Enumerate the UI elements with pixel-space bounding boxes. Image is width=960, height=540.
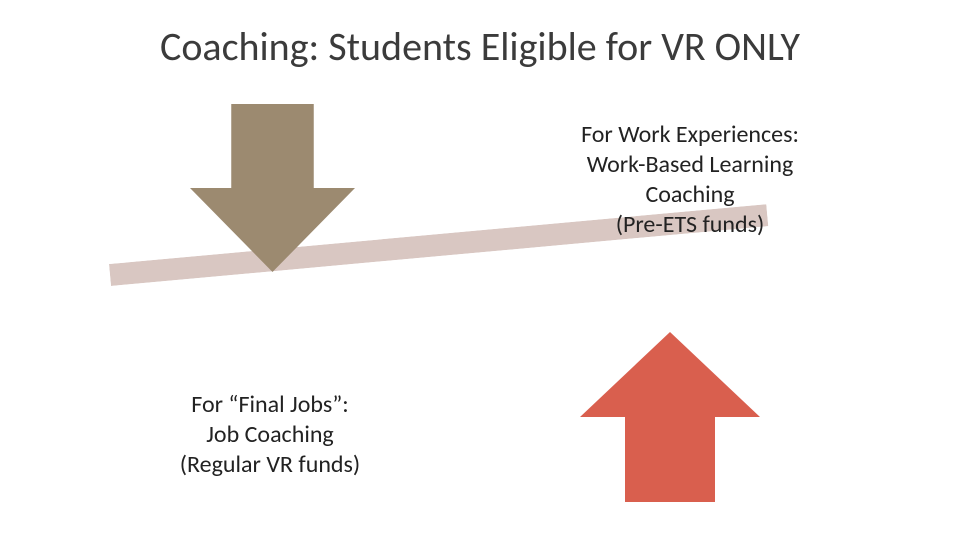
- slide: Coaching: Students Eligible for VR ONLY …: [0, 0, 960, 540]
- arrow-up-icon: [580, 332, 760, 502]
- text-line: For Work Experiences:: [520, 120, 860, 150]
- text-final-jobs: For “Final Jobs”: Job Coaching (Regular …: [130, 390, 410, 480]
- slide-title: Coaching: Students Eligible for VR ONLY: [0, 22, 960, 71]
- text-line: (Regular VR funds): [130, 450, 410, 480]
- arrow-down-icon: [190, 104, 355, 272]
- text-line: Work-Based Learning: [520, 150, 860, 180]
- text-line: For “Final Jobs”:: [130, 390, 410, 420]
- text-line: Job Coaching: [130, 420, 410, 450]
- text-line: (Pre-ETS funds): [520, 210, 860, 240]
- text-line: Coaching: [520, 180, 860, 210]
- text-work-experiences: For Work Experiences: Work-Based Learnin…: [520, 120, 860, 240]
- arrow-down-shape: [190, 104, 355, 272]
- arrow-up-shape: [580, 332, 760, 502]
